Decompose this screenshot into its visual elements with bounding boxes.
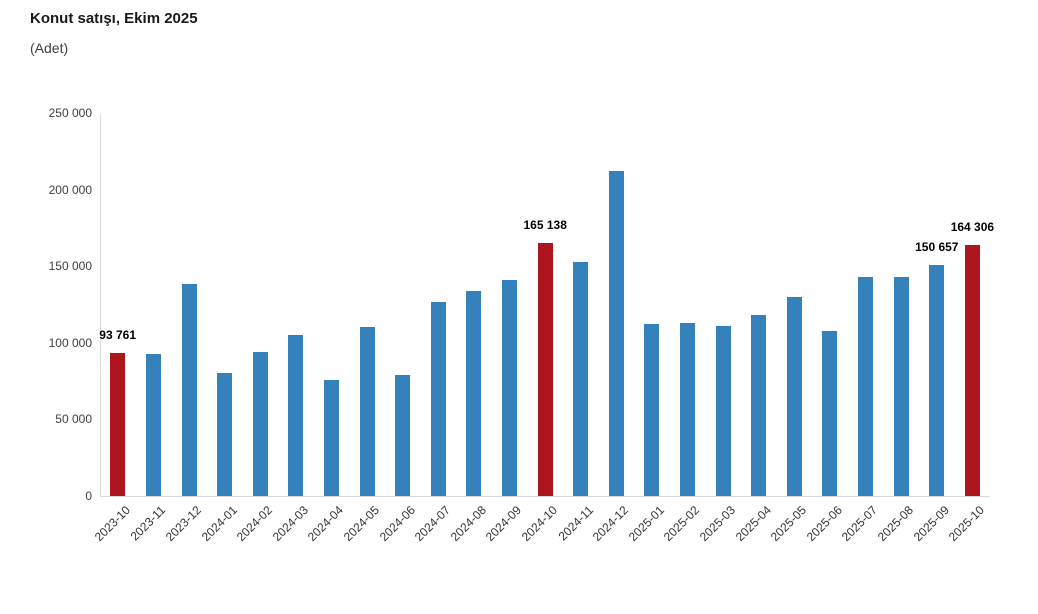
x-tick-label: 2024-08 <box>447 503 489 545</box>
x-tick-label: 2024-12 <box>590 503 632 545</box>
bar <box>715 326 731 496</box>
x-tick-label: 2024-03 <box>269 503 311 545</box>
x-tick-label: 2025-05 <box>768 503 810 545</box>
bar-highlighted <box>110 352 126 496</box>
chart-title: Konut satışı, Ekim 2025 <box>30 10 198 27</box>
x-tick-label: 2025-09 <box>910 503 952 545</box>
bar <box>395 374 411 496</box>
bar <box>893 276 909 496</box>
bar <box>430 301 446 496</box>
bar-value-label: 93 761 <box>99 327 136 342</box>
bar <box>822 331 838 496</box>
bar <box>608 170 624 496</box>
bar <box>857 277 873 496</box>
x-tick-label: 2024-06 <box>376 503 418 545</box>
bar-highlighted <box>964 244 980 496</box>
bar <box>573 261 589 496</box>
x-tick-label: 2023-12 <box>162 503 204 545</box>
y-tick-label: 250 000 <box>48 106 92 120</box>
x-axis-line <box>100 496 990 497</box>
bar <box>217 373 233 496</box>
bar <box>786 297 802 496</box>
bar <box>466 290 482 496</box>
chart-subtitle: (Adet) <box>30 40 69 56</box>
bar <box>929 265 945 496</box>
bar <box>323 380 339 496</box>
bar <box>501 280 517 496</box>
x-tick-label: 2025-10 <box>946 503 988 545</box>
bar <box>181 283 197 496</box>
x-tick-label: 2024-05 <box>340 503 382 545</box>
x-tick-label: 2025-07 <box>839 503 881 545</box>
y-tick-label: 100 000 <box>48 335 92 350</box>
x-tick-label: 2024-07 <box>412 503 454 545</box>
x-tick-label: 2024-04 <box>305 503 347 545</box>
bar <box>145 353 161 496</box>
x-tick-label: 2025-01 <box>625 503 667 545</box>
x-tick-label: 2024-11 <box>555 503 596 544</box>
y-tick-label: 0 <box>85 488 92 503</box>
y-tick-label: 150 000 <box>48 259 92 273</box>
x-tick-label: 2023-10 <box>91 503 133 545</box>
x-tick-label: 2025-02 <box>661 503 703 545</box>
bar-value-label: 150 657 <box>915 240 959 255</box>
x-tick-label: 2025-06 <box>803 503 845 545</box>
bar-value-label: 165 138 <box>523 218 567 233</box>
y-tick-label: 50 000 <box>55 412 92 426</box>
bar <box>252 352 268 496</box>
bar-highlighted <box>537 243 553 496</box>
bar-value-label: 164 306 <box>950 219 995 234</box>
bar <box>359 326 375 496</box>
x-tick-label: 2024-01 <box>198 503 240 545</box>
x-tick-label: 2024-09 <box>483 503 525 545</box>
y-axis-line <box>100 113 101 496</box>
x-tick-label: 2023-11 <box>128 503 169 544</box>
x-tick-label: 2025-04 <box>732 503 774 545</box>
x-tick-label: 2025-08 <box>874 503 916 545</box>
bar <box>679 323 695 496</box>
x-tick-label: 2025-03 <box>696 503 738 545</box>
x-tick-label: 2024-10 <box>518 503 560 545</box>
bar <box>644 324 660 496</box>
x-tick-label: 2024-02 <box>234 503 276 545</box>
bar <box>751 314 767 496</box>
bar <box>288 334 304 496</box>
y-tick-label: 200 000 <box>48 182 92 197</box>
